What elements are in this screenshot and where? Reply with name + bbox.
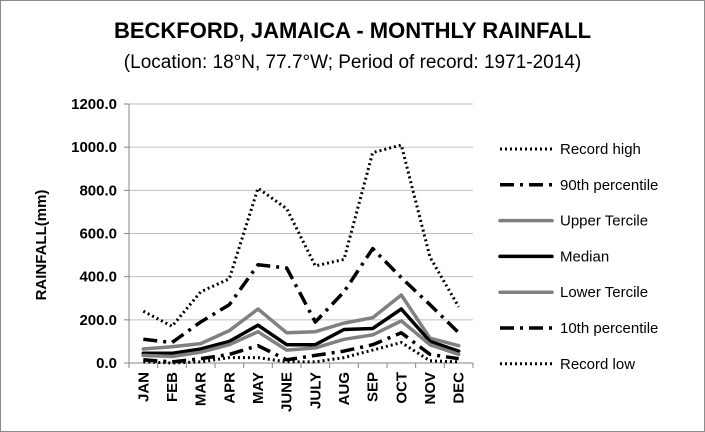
- gridlines: [129, 103, 473, 321]
- legend-label: 90th percentile: [560, 177, 658, 194]
- x-tick-labels: JAN FEB MAR APR MAY JUNE JULY AUG SEP OCT NOV DEC: [135, 372, 467, 412]
- y-tick-label: 400.0: [79, 269, 117, 286]
- y-tick-label: 200.0: [79, 312, 117, 329]
- y-axis-label: RAINFALL(mm): [33, 190, 50, 301]
- x-tick-label: MAY: [250, 372, 267, 404]
- x-tick-label: SEP: [365, 372, 382, 402]
- x-tick-label: JUNE: [279, 372, 296, 412]
- y-tick-label: 0.0: [96, 355, 117, 372]
- legend-entry: Record high: [500, 141, 641, 158]
- series-line-10th-percentile: [143, 331, 459, 364]
- y-tick-label: 800.0: [79, 182, 117, 199]
- legend-label: Record low: [560, 356, 635, 373]
- legend-label: Median: [560, 248, 609, 265]
- x-tick-label: JULY: [307, 372, 324, 409]
- legend-label: 10th percentile: [560, 320, 658, 337]
- y-tick-label: 1000.0: [71, 139, 117, 156]
- legend-entry: Record low: [500, 356, 635, 373]
- x-tick-label: NOV: [422, 372, 439, 405]
- legend-entry: Upper Tercile: [498, 213, 648, 230]
- series-line-lower-tercile: [141, 319, 461, 359]
- x-tick-label: JAN: [135, 372, 152, 402]
- legend-entry: Lower Tercile: [498, 284, 648, 301]
- series-line-90th-percentile: [143, 246, 460, 345]
- x-tick-label: APR: [221, 372, 238, 404]
- x-tick-label: OCT: [393, 372, 410, 404]
- series-line-median: [141, 307, 461, 356]
- legend-entry: 10th percentile: [500, 320, 658, 337]
- legend-label: Record high: [560, 141, 641, 158]
- y-tick-label: 600.0: [79, 226, 117, 243]
- chart-subtitle: (Location: 18°N, 77.7°W; Period of recor…: [123, 52, 582, 73]
- x-tick-label: DEC: [451, 372, 468, 404]
- series-lines: [141, 143, 461, 365]
- series-line-record-low: [143, 341, 459, 365]
- x-tick-label: MAR: [193, 372, 210, 406]
- legend-label: Upper Tercile: [560, 213, 648, 230]
- y-tick-label: 1200.0: [71, 96, 117, 113]
- series-line-upper-tercile: [141, 293, 461, 351]
- series-line-record-high: [142, 143, 460, 328]
- y-tick-labels: 0.0 200.0 400.0 600.0 800.0 1000.0 1200.0: [71, 96, 117, 372]
- legend: Record high 90th percentile Upper Tercile M…: [498, 141, 658, 373]
- x-tick-label: AUG: [336, 372, 353, 405]
- chart-title: BECKFORD, JAMAICA - MONTHLY RAINFALL: [113, 18, 592, 43]
- legend-entry: 90th percentile: [500, 177, 658, 194]
- legend-entry: Median: [498, 248, 609, 265]
- axes: [124, 103, 474, 368]
- legend-label: Lower Tercile: [560, 284, 648, 301]
- x-tick-label: FEB: [164, 372, 181, 402]
